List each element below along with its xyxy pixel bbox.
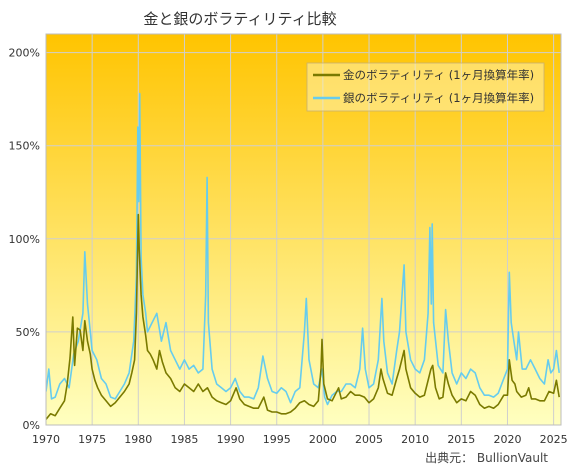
y-axis-ticks: 0% 50% 100% 150% 200%: [9, 47, 40, 432]
x-tick-label: 1990: [217, 433, 245, 446]
plot-frame: [45, 33, 562, 426]
x-tick-label: 1975: [78, 433, 106, 446]
x-tick-label: 2020: [493, 433, 521, 446]
legend-label-silver: 銀のボラティリティ (1ヶ月換算年率): [343, 91, 534, 105]
x-tick-label: 1980: [124, 433, 152, 446]
x-tick-label: 2005: [355, 433, 383, 446]
y-tick-label: 50%: [16, 326, 40, 339]
x-axis-ticks: 1970 1975 1980 1985 1990 1995 2000 2005 2010 2015…: [32, 433, 568, 446]
legend-box: [306, 62, 545, 112]
x-tick-label: 2010: [401, 433, 429, 446]
x-tick-label: 1970: [32, 433, 60, 446]
y-tick-label: 100%: [9, 233, 40, 246]
x-tick-label: 1985: [170, 433, 198, 446]
source-credit: 出典元： BullionVault: [425, 451, 548, 465]
y-tick-label: 200%: [9, 47, 40, 60]
x-tick-label: 2000: [309, 433, 337, 446]
y-tick-label: 0%: [23, 419, 40, 432]
x-tick-label: 1995: [263, 433, 291, 446]
series-line-gold: [46, 213, 560, 420]
legend-label-gold: 金のボラティリティ (1ヶ月換算年率): [343, 68, 534, 82]
chart-title: 金と銀のボラティリティ比較: [143, 10, 336, 28]
x-tick-label: 2015: [447, 433, 475, 446]
legend: 金のボラティリティ (1ヶ月換算年率) 銀のボラティリティ (1ヶ月換算年率): [306, 62, 545, 112]
series-layer: [46, 92, 560, 420]
series-line-silver: [46, 92, 560, 406]
y-tick-label: 150%: [9, 140, 40, 153]
x-tick-label: 2025: [540, 433, 568, 446]
